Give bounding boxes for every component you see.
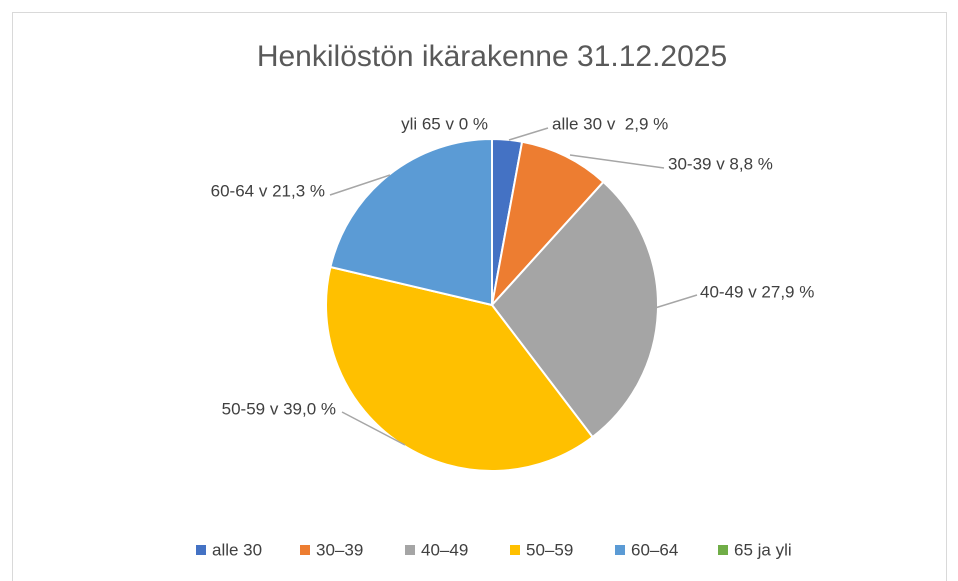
legend-swatch: [196, 545, 206, 555]
data-label: alle 30 v 2,9 %: [552, 114, 668, 133]
leader-line: [508, 127, 549, 141]
legend-label: 60–64: [631, 540, 678, 559]
legend-swatch: [718, 545, 728, 555]
legend-label: 30–39: [316, 540, 363, 559]
legend-label: 40–49: [421, 540, 468, 559]
legend-swatch: [510, 545, 520, 555]
data-label: 40-49 v 27,9 %: [700, 282, 814, 301]
pie-slice: [325, 265, 594, 472]
chart-title: Henkilöstön ikärakenne 31.12.2025: [257, 40, 727, 73]
legend-label: 50–59: [526, 540, 573, 559]
data-label: 50-59 v 39,0 %: [222, 399, 336, 418]
legend-label: alle 30: [212, 540, 262, 559]
leader-line: [341, 411, 406, 446]
data-label: yli 65 v 0 %: [401, 114, 488, 133]
data-label: 30-39 v 8,8 %: [668, 154, 773, 173]
pie-slice: [490, 140, 605, 309]
legend-swatch: [615, 545, 625, 555]
legend-swatch: [405, 545, 415, 555]
leader-line: [329, 174, 391, 196]
legend-label: 65 ja yli: [734, 540, 792, 559]
leader-line: [654, 294, 698, 309]
leader-line: [569, 154, 665, 169]
data-label: 60-64 v 21,3 %: [211, 181, 325, 200]
pie-slice: [490, 180, 659, 439]
legend-swatch: [300, 545, 310, 555]
